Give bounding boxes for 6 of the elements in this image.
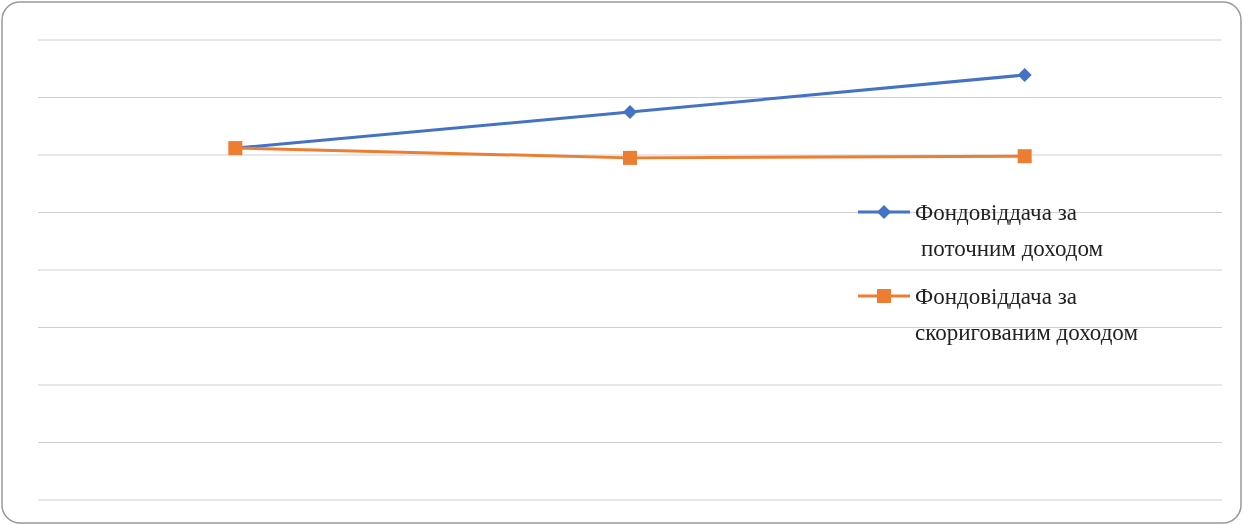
point [1017, 149, 1032, 164]
point [1017, 68, 1032, 82]
legend-label: Фондовіддача за поточним доходом [915, 200, 1104, 261]
point [623, 150, 637, 165]
legend-label: Фондовіддача за скоригованим доходом [915, 284, 1139, 345]
point [623, 104, 637, 119]
